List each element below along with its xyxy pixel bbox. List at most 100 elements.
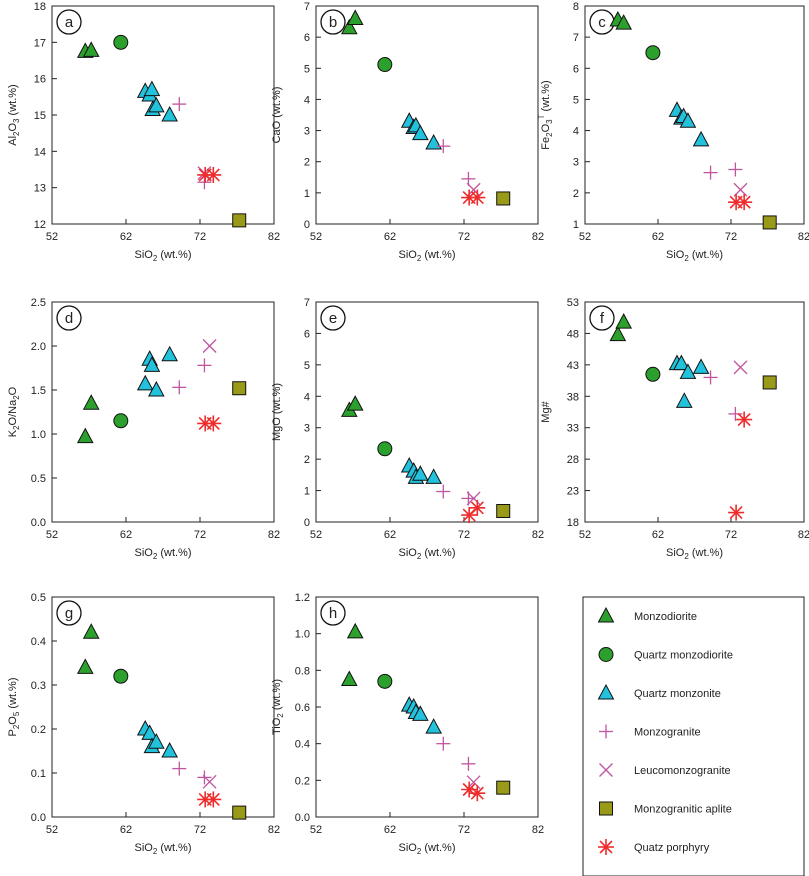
x-axis-label: SiO2 (wt.%) [134, 842, 191, 856]
data-point-qmd [645, 45, 661, 61]
data-point-monzodiorite [609, 325, 627, 342]
y-axis-label: K2O/Na2O [7, 386, 21, 437]
x-tick-label: 62 [384, 529, 396, 541]
y-tick-label: 48 [567, 328, 579, 340]
panel-letter-badge [589, 305, 615, 331]
data-point-monzogranite [172, 97, 187, 112]
y-axis-label: CaO (wt.%) [271, 87, 283, 144]
x-tick-label: 72 [458, 231, 470, 243]
data-point-qmonz [161, 741, 178, 758]
legend-label: Quartz monzonite [634, 688, 721, 700]
legend-marker-aplite [599, 801, 613, 816]
x-tick-label: 82 [532, 824, 544, 836]
y-tick-label: 4 [304, 94, 310, 106]
legend-label: Monzogranite [634, 727, 701, 739]
panel-letter: b [329, 14, 337, 31]
data-point-porphyry [205, 791, 222, 808]
data-point-leuco [733, 360, 748, 375]
data-point-qmd [113, 668, 129, 684]
panel-h: 52 62 72 82 0.0 0.2 0.4 0.6 0.8 1.0 1.2 SiO2 (wt.%)… [271, 592, 544, 856]
data-point-qmonz [148, 96, 165, 113]
legend-frame [582, 596, 805, 876]
x-tick-label: 52 [310, 529, 322, 541]
y-tick-label: 17 [34, 37, 46, 49]
data-point-leuco [733, 182, 748, 197]
data-point-aplite [232, 805, 247, 820]
x-tick-label: 82 [268, 824, 280, 836]
x-tick-label: 62 [120, 231, 132, 243]
x-tick-label: 72 [725, 231, 737, 243]
panel-letter-badge [320, 600, 346, 626]
data-point-porphyry [469, 189, 486, 206]
y-tick-label: 0.3 [31, 680, 46, 692]
data-point-qmonz [136, 374, 154, 391]
data-point-monzogranite [703, 370, 718, 385]
panel-letter-badge [320, 305, 346, 331]
data-point-aplite [762, 375, 777, 390]
y-tick-label: 0 [304, 219, 310, 231]
x-tick-label: 62 [652, 231, 664, 243]
y-tick-label: 2.0 [31, 341, 46, 353]
x-axis-label: SiO2 (wt.%) [398, 547, 455, 561]
data-point-qmd [645, 366, 661, 382]
y-tick-label: 0.0 [31, 812, 46, 824]
y-tick-label: 1 [573, 219, 579, 231]
y-tick-label: 6 [304, 328, 310, 340]
y-tick-label: 5 [573, 94, 579, 106]
legend-marker-qmd [598, 647, 614, 662]
data-point-monzogranite [436, 736, 451, 751]
y-tick-label: 1 [304, 486, 310, 498]
x-tick-label: 52 [46, 824, 58, 836]
data-point-monzodiorite [615, 14, 633, 30]
y-tick-label: 43 [567, 360, 579, 372]
panel-letter-badge [56, 600, 82, 626]
y-tick-label: 0.0 [31, 517, 46, 529]
data-point-qmonz [412, 705, 429, 721]
panel-letter-badge [56, 305, 82, 331]
x-tick-label: 82 [798, 529, 809, 541]
panel-letter: e [329, 310, 337, 327]
data-point-leuco [202, 774, 217, 789]
data-point-qmd [377, 57, 393, 73]
data-point-aplite [496, 504, 511, 518]
legend-marker-qmonz [597, 683, 615, 700]
x-tick-label: 52 [310, 824, 322, 836]
x-tick-label: 72 [458, 824, 470, 836]
y-tick-label: 4 [304, 391, 310, 403]
data-point-monzodiorite [346, 622, 364, 639]
x-tick-label: 62 [652, 529, 664, 541]
data-point-porphyry [205, 166, 222, 183]
legend-marker-monzodiorite [597, 606, 615, 623]
data-point-monzogranite [461, 171, 476, 186]
plot-frame [315, 5, 539, 225]
y-tick-label: 1.2 [295, 592, 310, 604]
x-tick-label: 72 [194, 231, 206, 243]
y-tick-label: 2 [573, 188, 579, 200]
x-tick-label: 82 [268, 231, 280, 243]
panel-b: 52 62 72 82 0 1 2 3 4 5 6 7 SiO2 (wt.%) CaO (wt.%) b [271, 1, 544, 263]
data-point-monzodiorite [346, 9, 364, 25]
y-tick-label: 7 [573, 32, 579, 44]
data-point-aplite [496, 191, 511, 206]
y-tick-label: 0.2 [31, 724, 46, 736]
data-point-monzogranite [728, 406, 743, 421]
legend-label: Quartz monzodiorite [634, 650, 733, 662]
y-axis-label: P2O5 (wt.%) [7, 677, 21, 736]
x-axis-label: SiO2 (wt.%) [398, 249, 455, 263]
y-tick-label: 0.8 [295, 665, 310, 677]
data-point-monzogranite [172, 761, 187, 776]
y-tick-label: 2.5 [31, 297, 46, 309]
y-tick-label: 15 [34, 110, 46, 122]
x-tick-label: 52 [46, 529, 58, 541]
y-tick-label: 0.4 [295, 739, 310, 751]
panel-letter: d [65, 310, 73, 327]
x-tick-label: 82 [532, 529, 544, 541]
data-point-aplite [232, 213, 247, 228]
data-point-qmonz [412, 124, 429, 141]
data-point-monzodiorite [82, 394, 100, 410]
data-point-monzodiorite [346, 395, 364, 411]
legend-item-monzodiorite: Monzodiorite [597, 606, 697, 623]
panel-d: 52 62 72 82 0.0 0.5 1.0 1.5 2.0 2.5 SiO2 (wt.%) K2O… [7, 297, 280, 561]
data-point-monzogranite [436, 139, 451, 154]
panel-e: 52 62 72 82 0 1 2 3 4 5 6 7 SiO2 (wt.%) MgO (wt.%) e [271, 297, 544, 561]
